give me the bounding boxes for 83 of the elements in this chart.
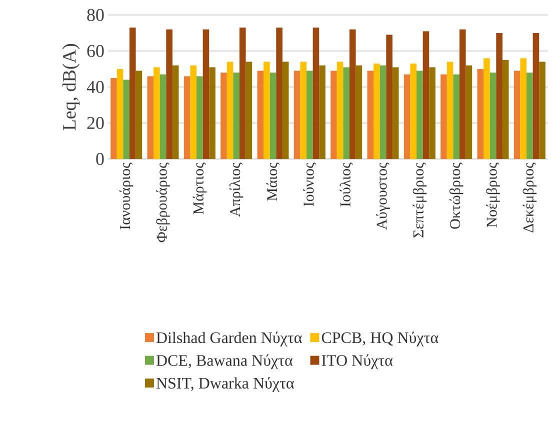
bar	[154, 67, 160, 159]
bar	[429, 67, 436, 159]
bar	[520, 58, 527, 159]
bar	[220, 72, 227, 159]
bar	[392, 67, 399, 159]
bar	[374, 64, 380, 159]
bar	[196, 76, 203, 159]
legend-label: NSIT, Dwarka Νύχτα	[156, 377, 294, 392]
bar	[477, 69, 484, 159]
bar	[166, 29, 172, 159]
bar	[367, 70, 374, 159]
bar	[129, 28, 136, 159]
bar	[319, 65, 326, 159]
bar	[184, 76, 190, 159]
bar	[490, 72, 496, 159]
x-tick-label: Σεπτέμβριος	[412, 162, 427, 238]
bar	[136, 70, 142, 159]
bar	[160, 74, 166, 159]
bar	[147, 76, 154, 159]
bar	[453, 74, 460, 159]
bar	[343, 67, 350, 159]
x-tick-label: Ιούνιος	[303, 162, 316, 206]
bar	[190, 65, 197, 159]
bar	[226, 62, 234, 159]
x-tick-label: Μάρτιος	[192, 162, 207, 214]
bar	[380, 65, 386, 159]
bar	[270, 72, 276, 159]
bar	[410, 64, 417, 159]
bar	[123, 80, 130, 159]
bar	[404, 74, 410, 159]
bar	[116, 69, 124, 159]
legend-label: ITO Νύχτα	[322, 354, 393, 370]
bar	[349, 29, 356, 159]
bar	[502, 60, 509, 159]
bar	[202, 29, 210, 159]
x-tick-label: Ιούλιος	[340, 162, 353, 206]
x-tick-label: Ιανουάριος	[119, 162, 134, 230]
bar	[282, 62, 289, 159]
bar	[484, 58, 490, 159]
legend-label: Dilshad Garden Νύχτα	[156, 332, 302, 346]
bar	[539, 62, 546, 159]
bar	[422, 31, 430, 159]
legend-label: DCE, Bawana Νύχτα	[156, 354, 293, 370]
bar	[312, 28, 320, 159]
x-tick-label: Φεβρουάριος	[156, 162, 170, 242]
x-tick-label: Αύγουστος	[376, 162, 390, 230]
bar	[416, 70, 423, 159]
bar	[294, 70, 300, 159]
bar	[386, 34, 392, 159]
x-tick-label: Δεκέμβριος	[522, 162, 537, 232]
y-tick-label: 80	[87, 8, 104, 22]
bar	[246, 62, 252, 159]
bar	[526, 72, 533, 159]
bar	[466, 65, 472, 159]
bar	[276, 28, 282, 159]
legend-label: CPCB, HQ Νύχτα	[322, 332, 438, 346]
y-tick-label: 0	[96, 152, 104, 166]
bar	[257, 70, 264, 159]
bar	[264, 62, 270, 159]
y-tick-label: 40	[86, 80, 104, 94]
y-tick-label: 20	[87, 116, 104, 130]
bar	[514, 70, 520, 159]
bar	[330, 70, 337, 159]
bar	[459, 29, 466, 159]
bar	[172, 65, 179, 159]
x-tick-label: Απρίλιος	[229, 162, 244, 217]
bar	[496, 33, 502, 159]
x-tick-label: Οκτώβριος	[449, 162, 464, 229]
bar	[336, 62, 344, 159]
bar	[110, 78, 117, 159]
bar	[532, 33, 540, 159]
bar	[300, 62, 307, 159]
x-tick-label: Νοέμβριος	[486, 162, 500, 228]
bar	[446, 62, 454, 159]
bar	[356, 65, 362, 159]
bar	[440, 74, 447, 159]
y-axis-title: Leq, dB(A)	[62, 44, 80, 130]
bar	[233, 72, 240, 159]
x-tick-label: Μάιος	[266, 162, 280, 201]
bar	[209, 67, 216, 159]
bar	[306, 70, 313, 159]
bar	[239, 28, 246, 159]
y-tick-label: 60	[87, 44, 104, 58]
